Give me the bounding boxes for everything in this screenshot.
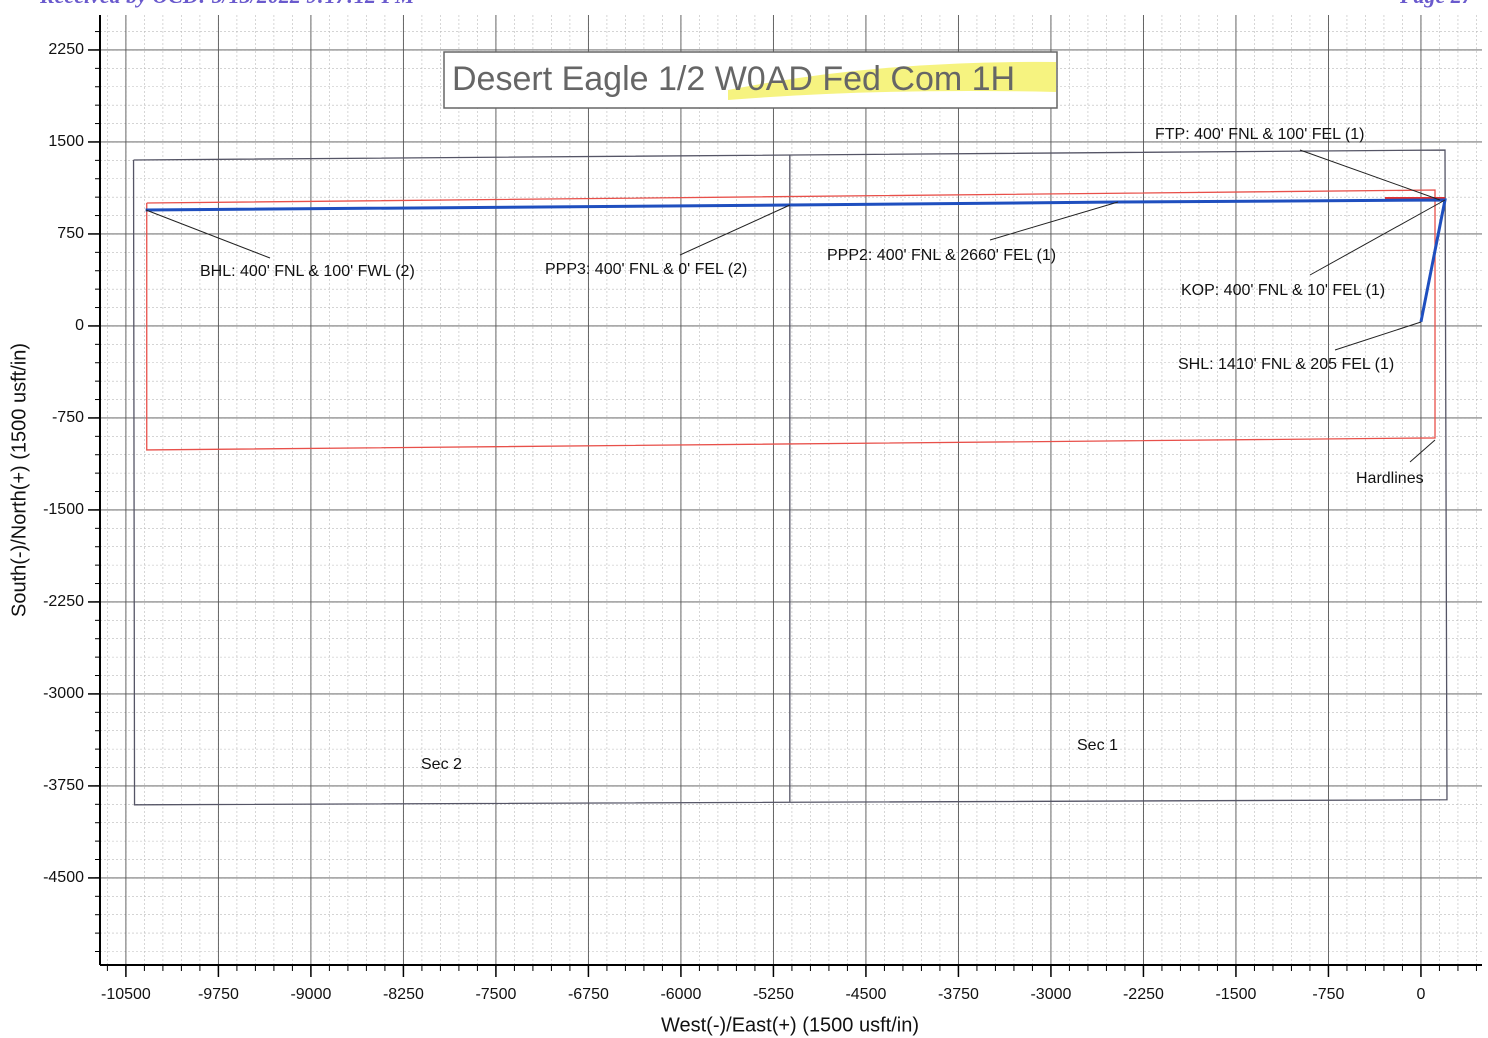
annotation: SHL: 1410' FNL & 205 FEL (1) [1178,356,1394,373]
y-tick-label: 0 [75,317,84,334]
annotation: KOP: 400' FNL & 10' FEL (1) [1181,282,1385,299]
x-tick-label: -9750 [198,986,239,1003]
plot [132,149,1448,806]
leader-line [145,209,271,259]
annotation: Sec 1 [1077,737,1118,754]
annotation: FTP: 400' FNL & 100' FEL (1) [1155,126,1364,143]
x-tick-label: -7500 [475,986,516,1003]
chart-title: Desert Eagle 1/2 W0AD Fed Com 1H [452,60,1015,98]
x-tick-label: -3000 [1030,986,1071,1003]
x-tick-label: -4500 [845,986,886,1003]
x-tick-label: -2250 [1123,986,1164,1003]
annotation: Sec 2 [421,756,462,773]
series-line [132,149,1448,806]
annotation: PPP2: 400' FNL & 2660' FEL (1) [827,247,1056,264]
x-tick-label: -5250 [753,986,794,1003]
y-axis-label: South(-)/North(+) (1500 usft/in) [8,343,30,617]
y-tick-label: -3750 [43,777,84,794]
x-tick-label: 0 [1416,986,1425,1003]
y-tick-label: -3000 [43,685,84,702]
x-tick-label: -8250 [383,986,424,1003]
y-tick-label: -1500 [43,501,84,518]
x-tick-label: -1500 [1215,986,1256,1003]
series-line [145,198,1447,323]
x-tick-label: -6750 [568,986,609,1003]
x-tick-label: -10500 [101,986,151,1003]
x-axis-label: West(-)/East(+) (1500 usft/in) [661,1014,919,1036]
leader-line [1309,199,1446,276]
leader-line [989,201,1119,241]
y-tick-label: -2250 [43,593,84,610]
leader-line [679,204,791,256]
y-tick-label: 2250 [48,41,84,58]
header-page: Page 27 [1399,0,1474,8]
annotation: PPP3: 400' FNL & 0' FEL (2) [545,261,747,278]
header-received: Received by OCD: 5/13/2022 9:17:12 PM [39,0,416,8]
x-tick-label: -3750 [938,986,979,1003]
highlight [728,61,1056,100]
leader-line [1334,321,1422,351]
y-tick-label: -750 [52,409,84,426]
leader-line [1299,149,1441,201]
grid [88,15,1482,977]
x-tick-label: -750 [1312,986,1344,1003]
annotation: BHL: 400' FNL & 100' FWL (2) [200,263,415,280]
leader-line [1409,439,1436,463]
annotation: Hardlines [1356,470,1424,487]
y-tick-label: 1500 [48,133,84,150]
y-tick-label: 750 [57,225,84,242]
series-line [146,189,1436,451]
x-tick-label: -6000 [660,986,701,1003]
y-tick-label: -4500 [43,869,84,886]
x-tick-label: -9000 [290,986,331,1003]
